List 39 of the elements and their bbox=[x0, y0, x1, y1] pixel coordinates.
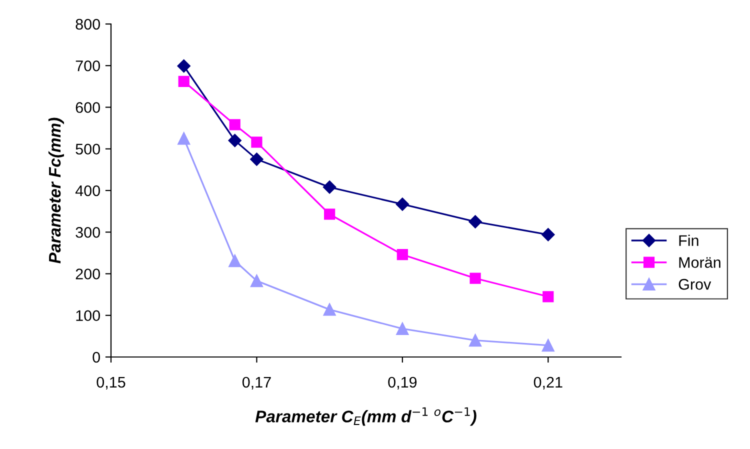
y-tick-label: 500 bbox=[76, 144, 100, 155]
x-axis-title: Parameter C$_{E}$(mm d$^{−1 o}$C$^{−1}$) bbox=[255, 407, 476, 426]
point bbox=[468, 215, 482, 228]
legend-label: Fin bbox=[679, 234, 698, 246]
point bbox=[251, 136, 262, 148]
point bbox=[396, 322, 409, 335]
point bbox=[322, 180, 336, 194]
point bbox=[177, 59, 190, 73]
y-tick-label: 300 bbox=[76, 226, 100, 238]
y-tick-label: 100 bbox=[76, 310, 100, 322]
point bbox=[250, 274, 263, 288]
point bbox=[396, 198, 410, 211]
x-tick-label: 0,15 bbox=[96, 376, 126, 390]
y-tick-label: 600 bbox=[76, 102, 100, 113]
y-tick-label: 0 bbox=[92, 352, 100, 363]
point bbox=[228, 134, 242, 148]
point bbox=[178, 132, 190, 145]
point bbox=[178, 76, 190, 87]
point bbox=[229, 119, 240, 130]
y-axis-title: Parameter Fc(mm) bbox=[48, 118, 64, 264]
point bbox=[250, 152, 264, 166]
point bbox=[470, 272, 481, 284]
point bbox=[469, 334, 482, 347]
x-tick-label: 0,21 bbox=[534, 376, 562, 390]
point bbox=[542, 291, 554, 302]
point bbox=[228, 254, 242, 268]
legend-label: Morän bbox=[679, 257, 720, 268]
point bbox=[542, 339, 554, 352]
y-tick-label: 400 bbox=[75, 185, 100, 196]
y-tick-label: 800 bbox=[76, 18, 100, 30]
point bbox=[323, 303, 336, 316]
x-tick-label: 0,17 bbox=[242, 376, 271, 390]
point bbox=[396, 249, 408, 260]
x-tick-label: 0,19 bbox=[388, 376, 417, 390]
point bbox=[542, 228, 555, 242]
y-tick-label: 700 bbox=[76, 60, 100, 72]
point bbox=[324, 208, 336, 220]
y-tick-label: 200 bbox=[76, 268, 100, 280]
legend-label: Grov bbox=[678, 278, 712, 290]
